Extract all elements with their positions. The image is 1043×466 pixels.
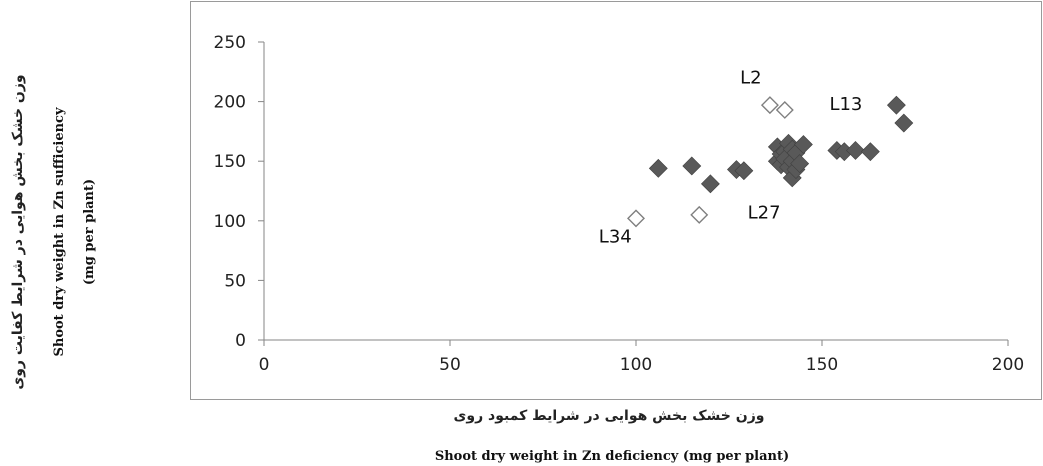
- x-tick-label: 50: [439, 355, 461, 375]
- y-tick-label: 50: [224, 271, 246, 291]
- filled-diamond-point: [846, 141, 865, 160]
- open-diamond-point: [760, 96, 779, 115]
- filled-diamond-point: [790, 154, 810, 174]
- filled-diamond-point: [734, 161, 754, 181]
- y-axis-label-persian: وزن خشک بخش هوایی در شرایط کفایت روی: [10, 74, 26, 389]
- filled-diamond-point: [682, 156, 702, 176]
- plot-area-frame: [190, 1, 1042, 400]
- y-tick-label: 250: [214, 33, 246, 53]
- y-axis-label-english-line2: (mg per plant): [82, 179, 97, 285]
- x-tick-label: 200: [992, 355, 1024, 375]
- open-diamond-point: [690, 205, 709, 224]
- y-tick-label: 100: [214, 212, 246, 232]
- filled-diamond-point: [860, 142, 880, 162]
- point-callout-label: L13: [829, 94, 862, 115]
- tick-labels: 0 50 100 150 200 250 0 50 100 150 200: [214, 33, 1025, 375]
- filled-diamond-point: [886, 95, 906, 115]
- x-axis-label-english: Shoot dry weight in Zn deficiency (mg pe…: [435, 449, 789, 464]
- filled-diamond-point: [793, 135, 813, 154]
- y-tick-label: 200: [214, 93, 246, 113]
- point-callout-label: L2: [740, 68, 761, 89]
- point-callout-label: L34: [599, 226, 632, 247]
- point-callout-label: L27: [748, 202, 781, 223]
- filled-diamond-point: [894, 113, 914, 133]
- y-tick-label: 150: [214, 152, 246, 172]
- x-tick-label: 100: [620, 355, 652, 375]
- x-axis-label-persian: وزن خشک بخش هوایی در شرایط کمبود روی: [454, 408, 765, 424]
- filled-diamond-point: [700, 174, 720, 194]
- x-tick-label: 150: [806, 355, 838, 375]
- point-callouts: L2 L13 L27 L34: [599, 68, 863, 248]
- axes: [258, 41, 1009, 346]
- filled-diamond-point: [648, 158, 668, 178]
- data-points: [627, 95, 914, 228]
- open-diamond-point: [775, 100, 794, 119]
- x-tick-label: 0: [259, 355, 270, 375]
- y-axis-label-english-line1: Shoot dry weight in Zn sufficiency: [52, 107, 67, 356]
- open-diamond-point: [627, 209, 645, 228]
- y-tick-label: 0: [235, 331, 246, 351]
